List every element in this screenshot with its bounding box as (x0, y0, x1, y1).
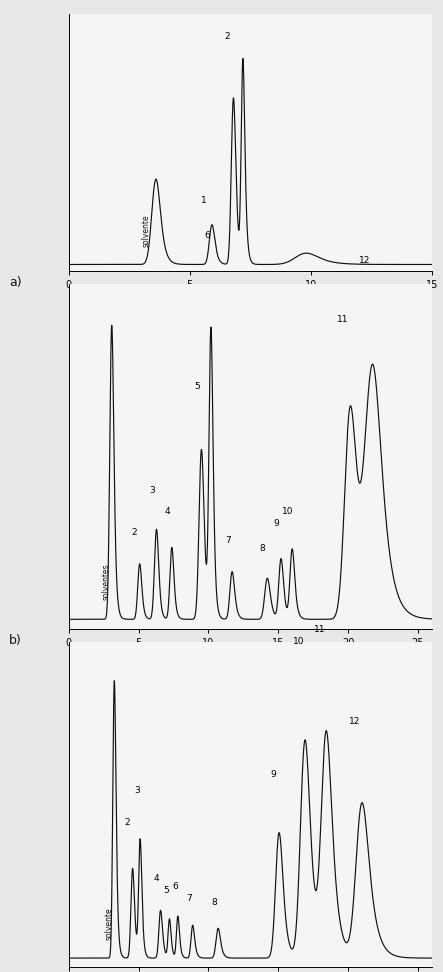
Text: 10: 10 (282, 507, 293, 516)
Text: 8: 8 (259, 544, 265, 553)
X-axis label: t (min): t (min) (234, 649, 267, 659)
Text: 6: 6 (172, 882, 178, 891)
Text: 7: 7 (225, 537, 231, 545)
Text: 8: 8 (211, 898, 217, 907)
Text: 7: 7 (187, 894, 192, 903)
Text: 3: 3 (134, 785, 140, 794)
Text: 12: 12 (349, 717, 360, 726)
Text: solvente: solvente (142, 214, 151, 247)
Text: 4: 4 (165, 507, 171, 516)
Text: 11: 11 (315, 625, 326, 634)
X-axis label: t (min): t (min) (234, 292, 267, 301)
Text: 2: 2 (124, 817, 130, 827)
Text: 5: 5 (163, 885, 169, 895)
Text: 9: 9 (271, 770, 276, 779)
Text: solventes: solventes (102, 564, 111, 600)
Text: solvente: solvente (105, 908, 114, 940)
Text: 11: 11 (337, 315, 348, 324)
Text: a): a) (9, 276, 21, 289)
Text: 1: 1 (202, 195, 207, 205)
Text: 12: 12 (359, 257, 370, 265)
Text: 5: 5 (194, 382, 200, 391)
Text: 9: 9 (273, 519, 279, 529)
Text: 4: 4 (154, 874, 159, 883)
Text: b): b) (9, 634, 22, 646)
Text: 10: 10 (293, 637, 304, 646)
Text: 3: 3 (149, 486, 155, 495)
Text: 6: 6 (205, 231, 210, 240)
Text: 2: 2 (132, 528, 137, 537)
Text: 2: 2 (225, 32, 230, 41)
